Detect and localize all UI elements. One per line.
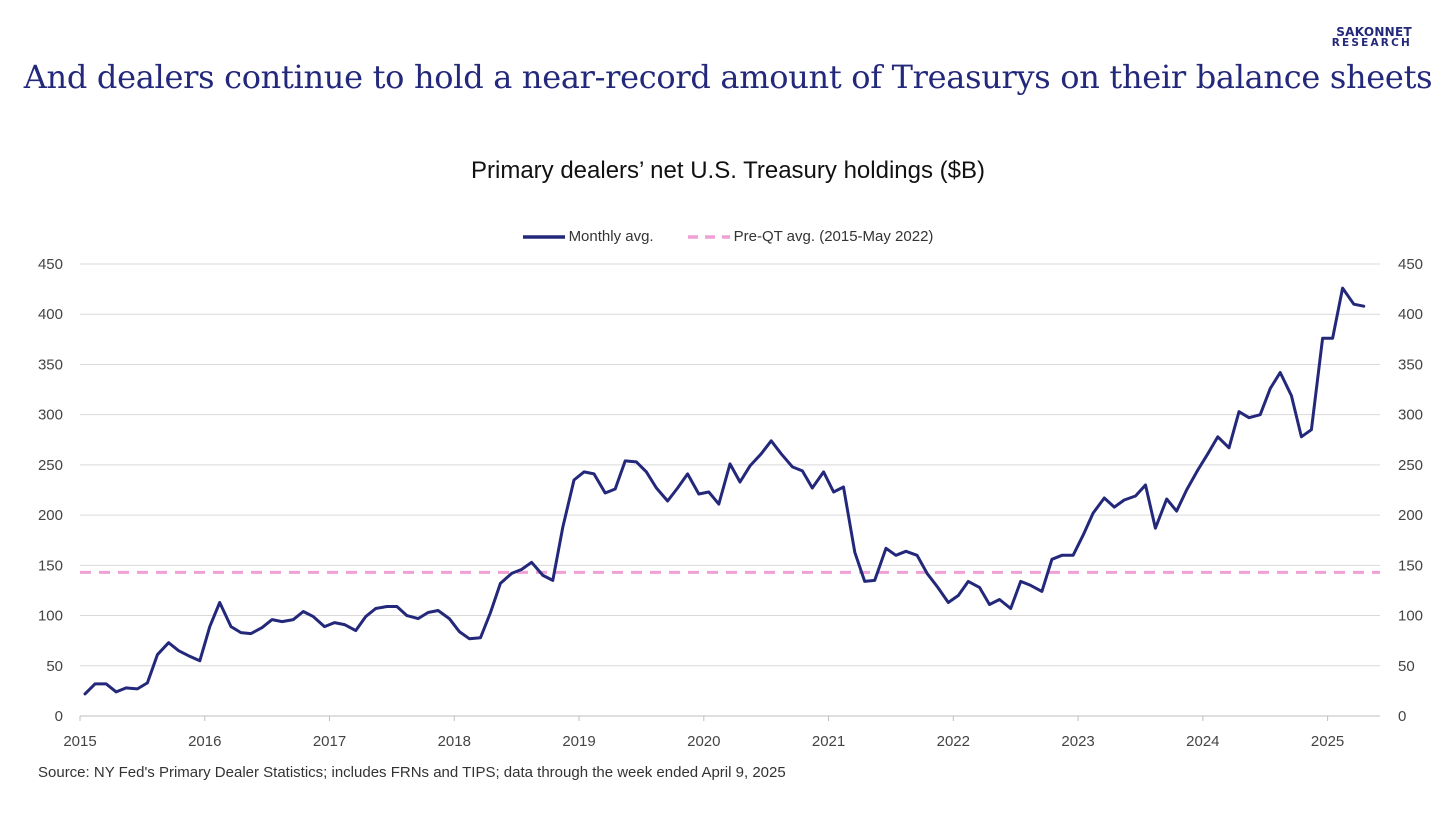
y-tick-label-right: 350 bbox=[1398, 356, 1423, 373]
brand-logo: SAKONNET RESEARCH bbox=[1331, 25, 1412, 49]
y-tick-label-right: 0 bbox=[1398, 708, 1406, 725]
y-tick-label-left: 100 bbox=[38, 608, 63, 625]
y-tick-label-right: 50 bbox=[1398, 658, 1415, 675]
y-tick-label-right: 250 bbox=[1398, 457, 1423, 474]
chart-legend: Monthly avg. Pre-QT avg. (2015-May 2022) bbox=[0, 228, 1456, 245]
x-tick-label: 2019 bbox=[562, 733, 595, 750]
y-tick-label-left: 400 bbox=[38, 306, 63, 323]
x-tick-label: 2015 bbox=[63, 733, 96, 750]
y-tick-label-left: 450 bbox=[38, 256, 63, 273]
x-tick-label: 2017 bbox=[313, 733, 346, 750]
brand-line-2: RESEARCH bbox=[1331, 37, 1412, 49]
y-tick-label-left: 250 bbox=[38, 457, 63, 474]
legend-swatch-dashed bbox=[687, 234, 730, 239]
y-tick-label-left: 300 bbox=[38, 407, 63, 424]
y-tick-label-left: 50 bbox=[46, 658, 63, 675]
y-tick-label-right: 200 bbox=[1398, 507, 1423, 524]
y-tick-label-right: 100 bbox=[1398, 608, 1423, 625]
series-line-monthly-avg bbox=[83, 286, 1366, 696]
x-tick-label: 2020 bbox=[687, 733, 720, 750]
legend-swatch-solid bbox=[522, 234, 565, 239]
x-tick-label: 2016 bbox=[188, 733, 221, 750]
source-note: Source: NY Fed's Primary Dealer Statisti… bbox=[38, 764, 786, 781]
y-tick-label-right: 450 bbox=[1398, 256, 1423, 273]
y-tick-label-right: 300 bbox=[1398, 407, 1423, 424]
y-tick-label-left: 350 bbox=[38, 356, 63, 373]
slide-headline: And dealers continue to hold a near-reco… bbox=[23, 58, 1433, 96]
brand-line-1: SAKONNET bbox=[1336, 25, 1412, 39]
x-tick-label: 2023 bbox=[1061, 733, 1094, 750]
x-tick-label: 2024 bbox=[1186, 733, 1219, 750]
x-tick-label: 2021 bbox=[812, 733, 845, 750]
y-tick-label-right: 150 bbox=[1398, 557, 1423, 574]
y-tick-label-left: 0 bbox=[55, 708, 63, 725]
legend-label-preqt: Pre-QT avg. (2015-May 2022) bbox=[733, 228, 934, 245]
legend-label-monthly: Monthly avg. bbox=[568, 228, 654, 245]
legend-item-monthly: Monthly avg. bbox=[522, 228, 654, 245]
x-tick-label: 2022 bbox=[937, 733, 970, 750]
x-tick-label: 2025 bbox=[1311, 733, 1344, 750]
x-tick-label: 2018 bbox=[438, 733, 471, 750]
y-tick-label-right: 400 bbox=[1398, 306, 1423, 323]
chart-title: Primary dealers’ net U.S. Treasury holdi… bbox=[471, 157, 985, 184]
y-tick-label-left: 200 bbox=[38, 507, 63, 524]
legend-item-preqt: Pre-QT avg. (2015-May 2022) bbox=[687, 228, 934, 245]
y-tick-label-left: 150 bbox=[38, 557, 63, 574]
